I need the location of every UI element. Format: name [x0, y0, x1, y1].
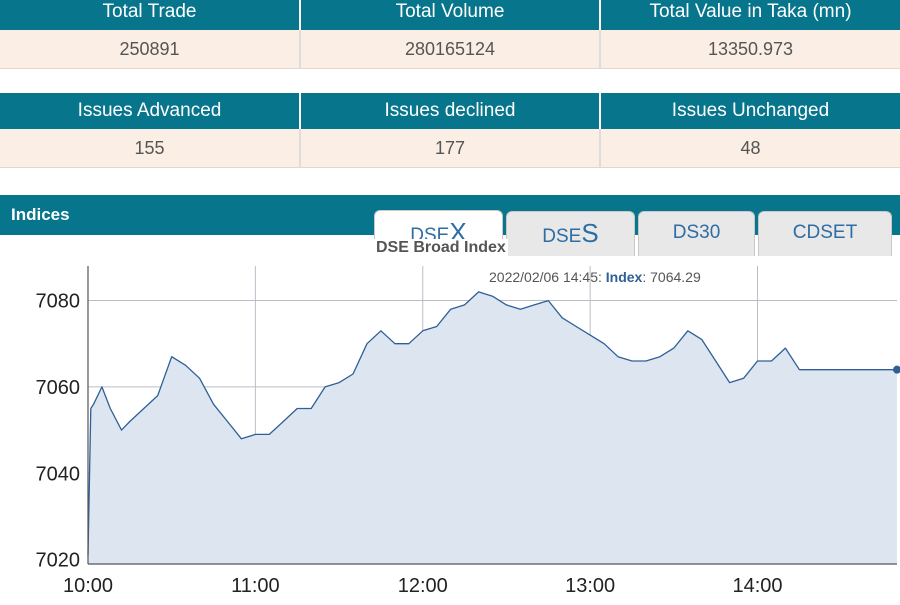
y-tick-label: 7060	[36, 377, 81, 399]
issues-stats-table: Issues Advanced Issues declined Issues U…	[0, 93, 900, 168]
header-issues-unchanged: Issues Unchanged	[600, 93, 900, 129]
tab-dses[interactable]: DSES	[506, 211, 635, 256]
series-line	[87, 291, 897, 556]
x-tick-label: 13:00	[565, 575, 615, 597]
header-issues-declined: Issues declined	[300, 93, 601, 129]
x-tick-label: 14:00	[732, 575, 782, 597]
header-total-trade: Total Trade	[0, 0, 301, 30]
x-tick-label: 12:00	[398, 575, 448, 597]
header-total-volume: Total Volume	[300, 0, 601, 30]
x-tick-label: 11:00	[231, 575, 280, 597]
value-total-volume: 280165124	[300, 30, 601, 69]
tab-dses-prefix: DSE	[542, 226, 582, 247]
trade-stats-table: Total Trade Total Volume Total Value in …	[0, 0, 900, 69]
x-tick-label: 10:00	[63, 575, 113, 597]
value-issues-advanced: 155	[0, 129, 301, 168]
series-area	[88, 291, 897, 564]
y-tick-label: 7040	[36, 463, 81, 485]
tab-dses-suffix: S	[581, 218, 599, 248]
tab-cdset[interactable]: CDSET	[758, 211, 892, 256]
last-point-marker	[893, 365, 900, 374]
tooltip-label: 2022/02/06 14:45: Index: 7064.29	[489, 269, 701, 285]
value-issues-unchanged: 48	[600, 129, 900, 168]
indices-title: Indices	[11, 205, 70, 224]
tab-ds30-label: DS30	[672, 222, 721, 243]
tab-ds30[interactable]: DS30	[638, 211, 755, 256]
y-tick-label: 7080	[36, 291, 81, 313]
header-issues-advanced: Issues Advanced	[0, 93, 301, 129]
value-total-trade: 250891	[0, 30, 301, 69]
value-total-value: 13350.973	[600, 30, 900, 69]
value-issues-declined: 177	[300, 129, 601, 168]
index-chart: 7020 7040 7060 7080 10:00 11:00 12:00 13:00 14:0…	[0, 236, 900, 600]
index-chart-svg: 7020 7040 7060 7080 10:00 11:00 12:00 13:00 14:0…	[36, 266, 900, 597]
chart-title: DSE Broad Index	[374, 239, 508, 257]
header-total-value: Total Value in Taka (mn)	[600, 0, 900, 30]
y-tick-label: 7020	[36, 550, 81, 572]
tab-cdset-label: CDSET	[792, 222, 858, 243]
